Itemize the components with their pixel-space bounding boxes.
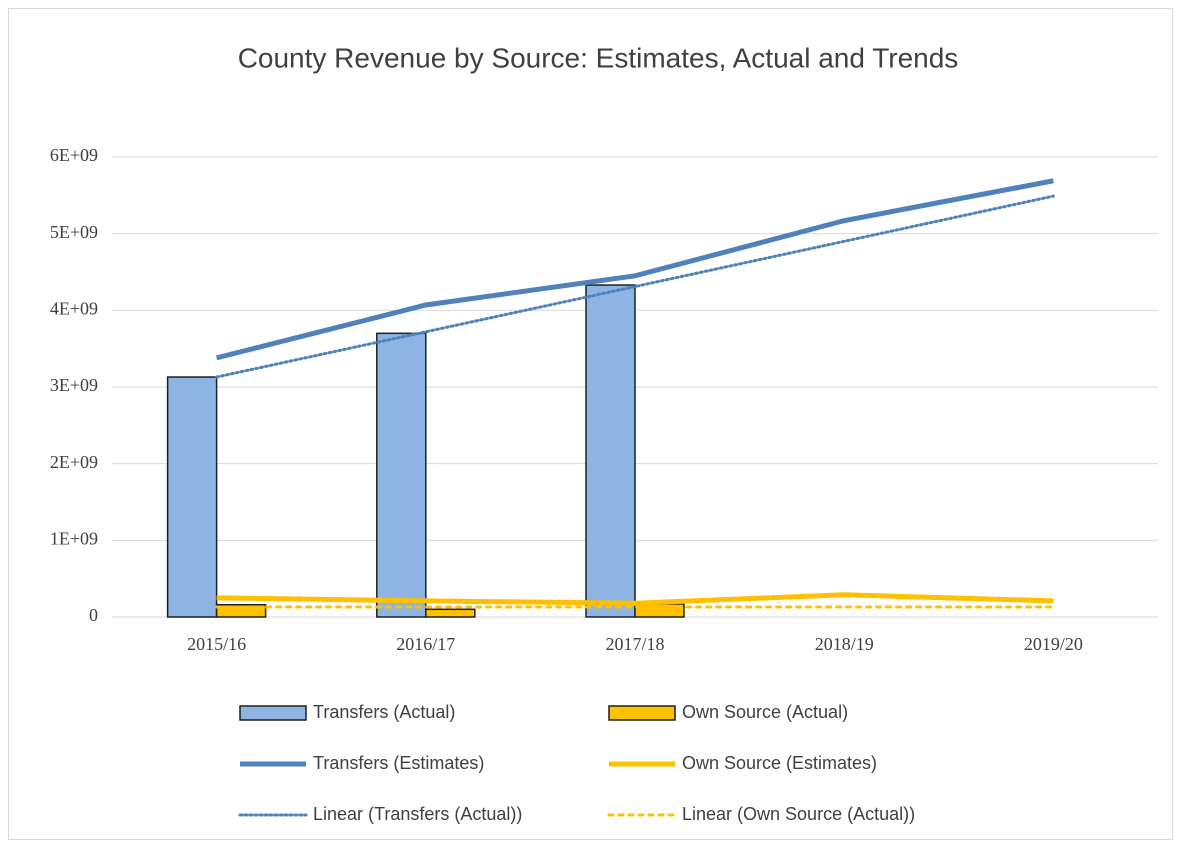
- legend-label: Own Source (Estimates): [682, 753, 877, 773]
- chart-title: County Revenue by Source: Estimates, Act…: [238, 42, 959, 73]
- bar: [585, 284, 636, 618]
- bar: [166, 376, 218, 618]
- y-tick-label: 1E+09: [50, 528, 98, 548]
- x-tick-label: 2015/16: [187, 634, 246, 654]
- bar: [376, 332, 427, 618]
- x-tick-label: 2018/19: [815, 634, 874, 654]
- x-tick-label: 2017/18: [605, 634, 664, 654]
- y-tick-label: 5E+09: [50, 222, 98, 242]
- legend-swatch: [239, 705, 307, 721]
- y-tick-label: 6E+09: [50, 145, 98, 165]
- y-tick-label: 3E+09: [50, 375, 98, 395]
- x-tick-label: 2019/20: [1024, 634, 1083, 654]
- y-tick-label: 4E+09: [50, 298, 98, 318]
- legend-swatch: [608, 705, 676, 721]
- legend-label: Transfers (Actual): [313, 702, 455, 722]
- trend-line: [215, 194, 1055, 379]
- legend-label: Transfers (Estimates): [313, 753, 484, 773]
- y-tick-label: 2E+09: [50, 452, 98, 472]
- line: [216, 592, 1054, 606]
- line: [215, 178, 1054, 361]
- legend-label: Linear (Transfers (Actual)): [313, 804, 522, 824]
- x-tick-label: 2016/17: [396, 634, 455, 654]
- bar: [425, 608, 476, 618]
- legend-label: Linear (Own Source (Actual)): [682, 804, 915, 824]
- y-tick-label: 0: [89, 605, 98, 625]
- legend-label: Own Source (Actual): [682, 702, 848, 722]
